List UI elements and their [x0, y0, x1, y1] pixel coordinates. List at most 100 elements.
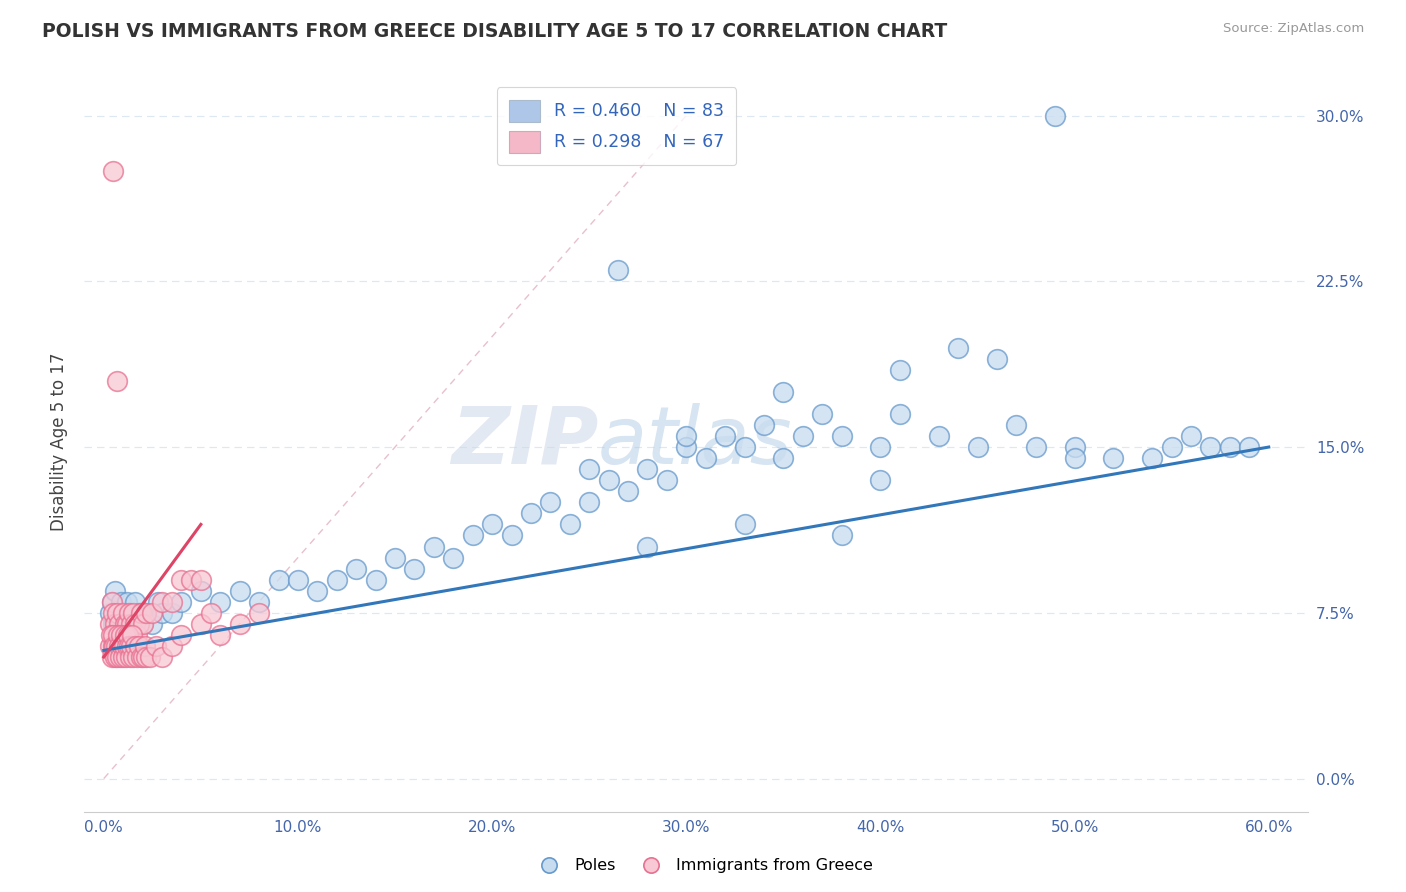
Point: [190, 583, 212, 598]
Point: [129, 606, 152, 620]
Point: [118, 606, 141, 620]
Point: [423, 540, 446, 554]
Y-axis label: Disability Age 5 to 17: Disability Age 5 to 17: [51, 352, 69, 531]
Point: [869, 440, 891, 454]
Point: [110, 650, 132, 665]
Point: [128, 616, 150, 631]
Point: [1239, 440, 1261, 454]
Point: [112, 650, 135, 665]
Point: [607, 263, 630, 277]
Point: [1063, 451, 1085, 466]
Point: [112, 606, 135, 620]
Point: [150, 606, 173, 620]
Point: [124, 639, 146, 653]
Point: [1043, 109, 1066, 123]
Point: [104, 583, 127, 598]
Point: [124, 616, 146, 631]
Point: [1063, 440, 1085, 454]
Point: [578, 495, 600, 509]
Point: [190, 616, 212, 631]
Point: [108, 616, 131, 631]
Point: [792, 429, 814, 443]
Point: [129, 650, 152, 665]
Point: [111, 639, 134, 653]
Point: [125, 650, 148, 665]
Point: [105, 650, 128, 665]
Point: [100, 628, 122, 642]
Point: [110, 628, 132, 642]
Point: [636, 540, 658, 554]
Point: [128, 639, 150, 653]
Point: [520, 507, 543, 521]
Point: [160, 606, 183, 620]
Point: [1180, 429, 1202, 443]
Point: [114, 616, 136, 631]
Point: [135, 606, 157, 620]
Point: [125, 628, 148, 642]
Point: [170, 573, 193, 587]
Point: [928, 429, 950, 443]
Point: [139, 650, 162, 665]
Point: [772, 451, 794, 466]
Point: [538, 495, 561, 509]
Point: [115, 650, 138, 665]
Point: [141, 616, 163, 631]
Point: [1102, 451, 1125, 466]
Point: [267, 573, 290, 587]
Point: [131, 616, 153, 631]
Point: [105, 374, 128, 388]
Point: [121, 628, 143, 642]
Point: [110, 595, 132, 609]
Point: [100, 595, 122, 609]
Point: [103, 163, 125, 178]
Point: [122, 616, 145, 631]
Point: [134, 639, 156, 653]
Point: [384, 550, 406, 565]
Point: [247, 606, 270, 620]
Point: [1199, 440, 1222, 454]
Point: [986, 351, 1008, 366]
Point: [122, 650, 145, 665]
Point: [98, 606, 121, 620]
Point: [103, 639, 125, 653]
Point: [98, 639, 121, 653]
Point: [326, 573, 349, 587]
Point: [200, 606, 222, 620]
Point: [105, 606, 128, 620]
Point: [501, 528, 523, 542]
Point: [889, 362, 911, 376]
Point: [734, 517, 756, 532]
Point: [114, 616, 136, 631]
Point: [675, 440, 697, 454]
Point: [307, 583, 329, 598]
Point: [752, 417, 775, 432]
Point: [287, 573, 309, 587]
Point: [118, 606, 141, 620]
Point: [100, 595, 122, 609]
Point: [831, 429, 853, 443]
Point: [160, 595, 183, 609]
Point: [120, 616, 142, 631]
Point: [145, 639, 167, 653]
Point: [1160, 440, 1182, 454]
Point: [578, 462, 600, 476]
Point: [150, 595, 173, 609]
Point: [108, 616, 131, 631]
Point: [146, 595, 169, 609]
Point: [209, 595, 232, 609]
Point: [247, 595, 270, 609]
Point: [598, 473, 620, 487]
Point: [112, 639, 135, 653]
Point: [441, 550, 464, 565]
Point: [122, 606, 145, 620]
Point: [889, 407, 911, 421]
Point: [1219, 440, 1241, 454]
Point: [131, 616, 153, 631]
Legend: R = 0.460    N = 83, R = 0.298    N = 67: R = 0.460 N = 83, R = 0.298 N = 67: [496, 87, 737, 165]
Point: [104, 650, 127, 665]
Point: [108, 639, 131, 653]
Point: [190, 573, 212, 587]
Point: [150, 650, 173, 665]
Text: ZIP: ZIP: [451, 402, 598, 481]
Point: [811, 407, 834, 421]
